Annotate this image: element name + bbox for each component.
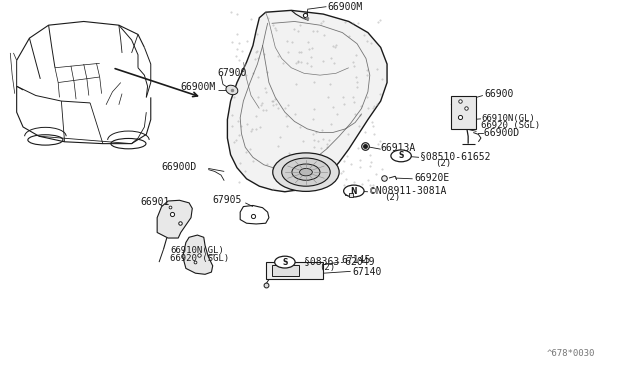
Ellipse shape <box>226 85 238 95</box>
Text: 66900M: 66900M <box>328 2 363 12</box>
Text: 67140: 67140 <box>352 267 381 277</box>
FancyBboxPatch shape <box>266 262 323 279</box>
Text: 66910N(GL): 66910N(GL) <box>481 114 534 123</box>
Text: (2): (2) <box>384 193 400 202</box>
FancyBboxPatch shape <box>451 96 476 129</box>
Text: 67905: 67905 <box>212 195 242 205</box>
Text: 66901: 66901 <box>140 198 170 208</box>
Text: (2): (2) <box>319 263 335 272</box>
Text: (2): (2) <box>435 159 451 168</box>
Text: 66900: 66900 <box>484 89 514 99</box>
Circle shape <box>344 185 364 197</box>
Polygon shape <box>157 200 192 238</box>
Text: —66900D: —66900D <box>477 128 519 138</box>
Text: 67900: 67900 <box>218 68 247 78</box>
Text: 66920E: 66920E <box>415 173 450 183</box>
Text: S: S <box>282 257 287 267</box>
Text: 67145: 67145 <box>341 255 371 265</box>
Text: ©N08911-3081A: ©N08911-3081A <box>370 186 446 196</box>
Text: §08510-61652: §08510-61652 <box>420 152 491 161</box>
Circle shape <box>292 164 320 180</box>
Text: 66920 (SGL): 66920 (SGL) <box>170 254 229 263</box>
Polygon shape <box>227 10 387 192</box>
Circle shape <box>282 158 330 186</box>
Circle shape <box>273 153 339 191</box>
Circle shape <box>391 150 412 162</box>
Text: 66913A: 66913A <box>381 143 416 153</box>
Polygon shape <box>182 235 212 274</box>
Text: ^678*0030: ^678*0030 <box>547 349 595 358</box>
Text: 66900D: 66900D <box>162 162 197 172</box>
Circle shape <box>275 256 295 268</box>
Text: N: N <box>351 186 357 196</box>
Text: 66900M: 66900M <box>180 82 216 92</box>
Circle shape <box>300 169 312 176</box>
Text: 66920 (SGL): 66920 (SGL) <box>481 121 540 130</box>
Text: 66910N(GL): 66910N(GL) <box>170 247 223 256</box>
FancyBboxPatch shape <box>272 266 299 276</box>
Text: §08363-62049: §08363-62049 <box>304 256 374 266</box>
Text: S: S <box>399 151 404 160</box>
